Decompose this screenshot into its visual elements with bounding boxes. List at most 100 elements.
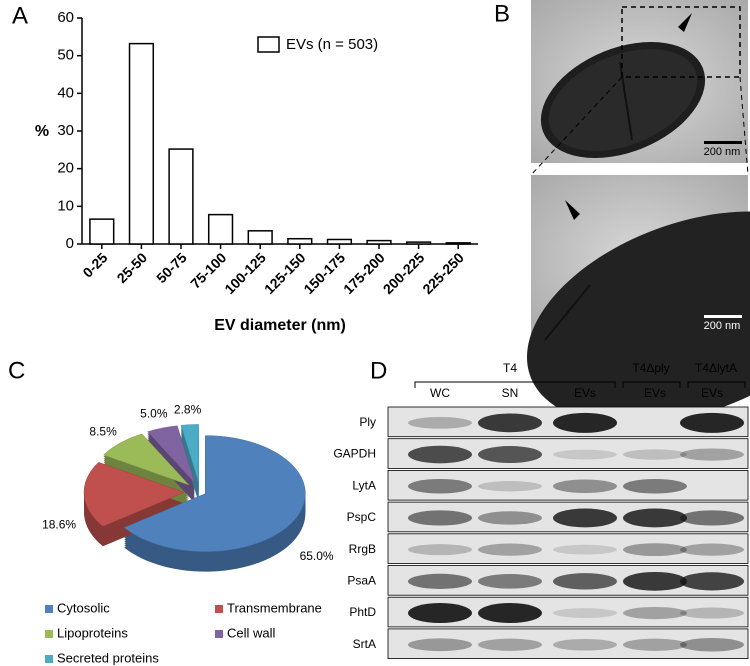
micrograph-bottom: 200 nm xyxy=(526,175,750,425)
panel-label: D xyxy=(370,357,387,384)
band xyxy=(408,573,472,589)
lane-label: WC xyxy=(430,386,450,400)
x-tick-label: 150-175 xyxy=(300,249,348,297)
band xyxy=(478,481,542,492)
band xyxy=(680,543,744,556)
protein-label: LytA xyxy=(352,478,376,492)
data-label: 65.0% xyxy=(300,549,334,563)
band xyxy=(623,449,687,460)
band xyxy=(478,413,542,433)
lane-label: EVs xyxy=(701,386,723,400)
band xyxy=(680,607,744,619)
band xyxy=(478,603,542,624)
legend-label: Secreted proteins xyxy=(57,650,159,665)
band xyxy=(553,638,617,651)
panel-label: A xyxy=(12,2,28,29)
protein-label: SrtA xyxy=(353,637,376,651)
x-tick-label: 50-75 xyxy=(153,249,190,286)
y-tick-label: 20 xyxy=(57,160,74,177)
bar xyxy=(207,213,234,245)
band xyxy=(623,606,687,620)
legend-swatch xyxy=(215,605,223,613)
band xyxy=(408,417,472,429)
band xyxy=(680,510,744,526)
group-label: T4Δply xyxy=(632,361,669,375)
x-tick-label: 0-25 xyxy=(79,249,110,280)
scale-bar-label: 200 nm xyxy=(704,146,741,158)
y-tick-label: 40 xyxy=(57,84,74,101)
legend-swatch xyxy=(45,655,53,663)
legend-label: Lipoproteins xyxy=(57,625,128,640)
scale-bar-label: 200 nm xyxy=(704,320,741,332)
legend-label: EVs (n = 503) xyxy=(286,36,378,53)
bar xyxy=(366,239,392,245)
band xyxy=(623,543,687,557)
band xyxy=(623,571,687,591)
bar xyxy=(247,230,273,245)
band xyxy=(478,574,542,589)
bar xyxy=(89,218,115,245)
data-label: 5.0% xyxy=(140,407,168,421)
panel-label: C xyxy=(8,357,25,384)
legend-label: Cytosolic xyxy=(57,600,110,615)
x-tick-label: 125-150 xyxy=(261,249,309,297)
lane-label: SN xyxy=(502,386,519,400)
band xyxy=(623,478,687,494)
bar xyxy=(168,148,194,245)
protein-label: PspC xyxy=(347,510,377,524)
pie-slice xyxy=(83,461,185,527)
legend-label: Transmembrane xyxy=(227,600,322,615)
x-tick-label: 100-125 xyxy=(221,249,269,297)
band xyxy=(553,544,617,555)
pie-slice xyxy=(147,425,196,484)
band xyxy=(408,603,472,624)
group-bracket xyxy=(687,381,746,388)
lane-label: EVs xyxy=(574,386,596,400)
band xyxy=(408,510,472,526)
band xyxy=(553,412,617,433)
lane-label: EVs xyxy=(644,386,666,400)
blot-strip xyxy=(387,469,749,501)
bar xyxy=(405,241,432,245)
legend-label: Cell wall xyxy=(227,625,276,640)
protein-label: PsaA xyxy=(347,574,376,588)
bar xyxy=(287,237,313,245)
band xyxy=(680,638,744,652)
panel-label: B xyxy=(494,0,510,27)
y-axis-label: % xyxy=(35,123,49,140)
pie-slice xyxy=(123,435,306,552)
band xyxy=(553,608,617,618)
band xyxy=(478,511,542,525)
x-tick-label: 225-250 xyxy=(419,249,467,297)
y-tick-label: 0 xyxy=(66,235,74,252)
bar xyxy=(445,242,471,245)
x-tick-label: 200-225 xyxy=(380,249,428,297)
protein-label: Ply xyxy=(359,415,376,429)
band xyxy=(623,508,687,528)
band xyxy=(553,508,617,528)
band xyxy=(478,638,542,651)
group-label: T4 xyxy=(503,361,517,375)
group-bracket xyxy=(414,381,616,388)
pie-slice xyxy=(180,424,199,483)
band xyxy=(623,638,687,651)
band xyxy=(680,448,744,461)
group-label: T4ΔlytA xyxy=(695,361,737,375)
band xyxy=(478,446,542,464)
group-bracket xyxy=(622,381,681,388)
x-tick-label: 25-50 xyxy=(114,249,151,286)
band xyxy=(680,412,744,433)
band xyxy=(408,478,472,494)
bar xyxy=(326,238,353,245)
y-tick-label: 10 xyxy=(57,197,74,214)
y-tick-label: 60 xyxy=(57,9,74,26)
band xyxy=(553,479,617,493)
blot-strip xyxy=(387,628,749,660)
legend-swatch xyxy=(257,36,280,53)
band xyxy=(408,445,472,464)
band xyxy=(478,543,542,556)
data-label: 18.6% xyxy=(42,517,76,531)
band xyxy=(553,573,617,590)
protein-label: RrgB xyxy=(349,542,376,556)
